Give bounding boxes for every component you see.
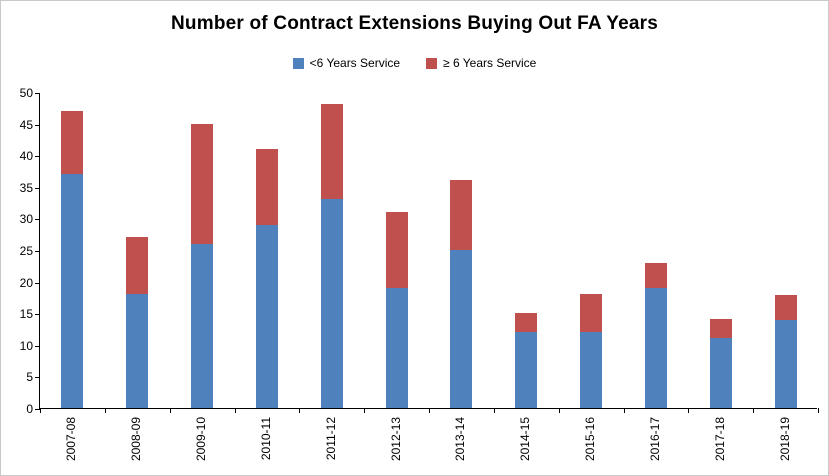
x-axis-label: 2018-19 — [778, 417, 792, 462]
bar-segment-series1 — [645, 288, 667, 408]
x-axis-tick — [299, 408, 300, 413]
y-axis-tick — [35, 125, 40, 126]
bar-segment-series2 — [710, 319, 732, 338]
bar-segment-series2 — [126, 237, 148, 294]
y-axis-tick — [35, 93, 40, 94]
x-axis-label: 2010-11 — [259, 417, 273, 461]
bar-segment-series2 — [515, 313, 537, 332]
y-axis-label: 5 — [26, 370, 33, 384]
y-axis-tick — [35, 283, 40, 284]
x-axis-tick — [688, 408, 689, 413]
legend-swatch — [426, 57, 438, 69]
bar-segment-series2 — [321, 104, 343, 199]
x-axis-label: 2009-10 — [194, 417, 208, 462]
bar-segment-series1 — [775, 320, 797, 408]
x-axis-label: 2007-08 — [64, 417, 78, 462]
bar-segment-series1 — [580, 332, 602, 408]
bar-segment-series1 — [450, 250, 472, 408]
legend-item: <6 Years Service — [292, 56, 401, 70]
y-axis-tick — [35, 188, 40, 189]
y-axis-label: 10 — [19, 339, 33, 353]
x-axis-tick — [818, 408, 819, 413]
bar-segment-series1 — [61, 174, 83, 408]
legend-label: <6 Years Service — [309, 56, 401, 70]
legend-item: ≥ 6 Years Service — [426, 56, 536, 70]
bar-segment-series2 — [775, 295, 797, 320]
y-axis-label: 0 — [26, 402, 33, 416]
bar-segment-series1 — [191, 244, 213, 408]
x-axis-label: 2017-18 — [713, 417, 727, 462]
bar-segment-series1 — [515, 332, 537, 408]
legend-label: ≥ 6 Years Service — [443, 56, 537, 70]
bar-segment-series2 — [61, 111, 83, 174]
y-axis-label: 35 — [19, 181, 33, 195]
bar-segment-series1 — [710, 338, 732, 408]
x-axis-label: 2016-17 — [648, 417, 662, 462]
y-axis-tick — [35, 346, 40, 347]
x-axis-label: 2014-15 — [518, 417, 532, 462]
bar-segment-series2 — [450, 180, 472, 250]
y-axis-label: 20 — [19, 276, 33, 290]
x-axis-label: 2008-09 — [129, 417, 143, 462]
bar-segment-series1 — [321, 199, 343, 408]
x-axis-tick — [624, 408, 625, 413]
chart-title: Number of Contract Extensions Buying Out… — [171, 13, 658, 34]
y-axis-label: 15 — [19, 307, 33, 321]
y-axis-tick — [35, 314, 40, 315]
y-axis-label: 40 — [19, 149, 33, 163]
y-axis-label: 45 — [19, 118, 33, 132]
x-axis-tick — [170, 408, 171, 413]
x-axis-label: 2013-14 — [453, 417, 467, 462]
bar-segment-series1 — [126, 294, 148, 408]
plot-area: 0 5 10 15 20 25 30 35 40 45 50 2007-08 2008-09 2009-1… — [20, 86, 819, 461]
x-axis-tick — [40, 408, 41, 413]
y-axis-label: 25 — [19, 244, 33, 258]
y-axis-label: 50 — [19, 86, 33, 100]
bar-segment-series2 — [580, 294, 602, 332]
x-axis-label: 2015-16 — [583, 417, 597, 462]
x-axis-tick — [364, 408, 365, 413]
bar-segment-series2 — [386, 212, 408, 288]
x-axis-tick — [753, 408, 754, 413]
y-axis-tick — [35, 251, 40, 252]
y-axis-tick — [35, 409, 40, 410]
x-axis-tick — [235, 408, 236, 413]
x-axis-label: 2011-12 — [324, 417, 338, 461]
bar-segment-series1 — [256, 225, 278, 408]
y-axis-tick — [35, 156, 40, 157]
x-axis-label: 2012-13 — [389, 417, 403, 462]
x-axis-tick — [429, 408, 430, 413]
y-axis-label: 30 — [19, 212, 33, 226]
y-axis-tick — [35, 219, 40, 220]
x-axis-tick — [559, 408, 560, 413]
bar-segment-series1 — [386, 288, 408, 408]
x-axis-tick — [494, 408, 495, 413]
y-axis-tick — [35, 377, 40, 378]
bar-segment-series2 — [256, 149, 278, 225]
bar-segment-series2 — [645, 263, 667, 288]
chart-legend: <6 Years Service ≥ 6 Years Service — [1, 56, 828, 70]
x-axis-tick — [105, 408, 106, 413]
bar-segment-series2 — [191, 124, 213, 244]
legend-swatch — [292, 57, 304, 69]
